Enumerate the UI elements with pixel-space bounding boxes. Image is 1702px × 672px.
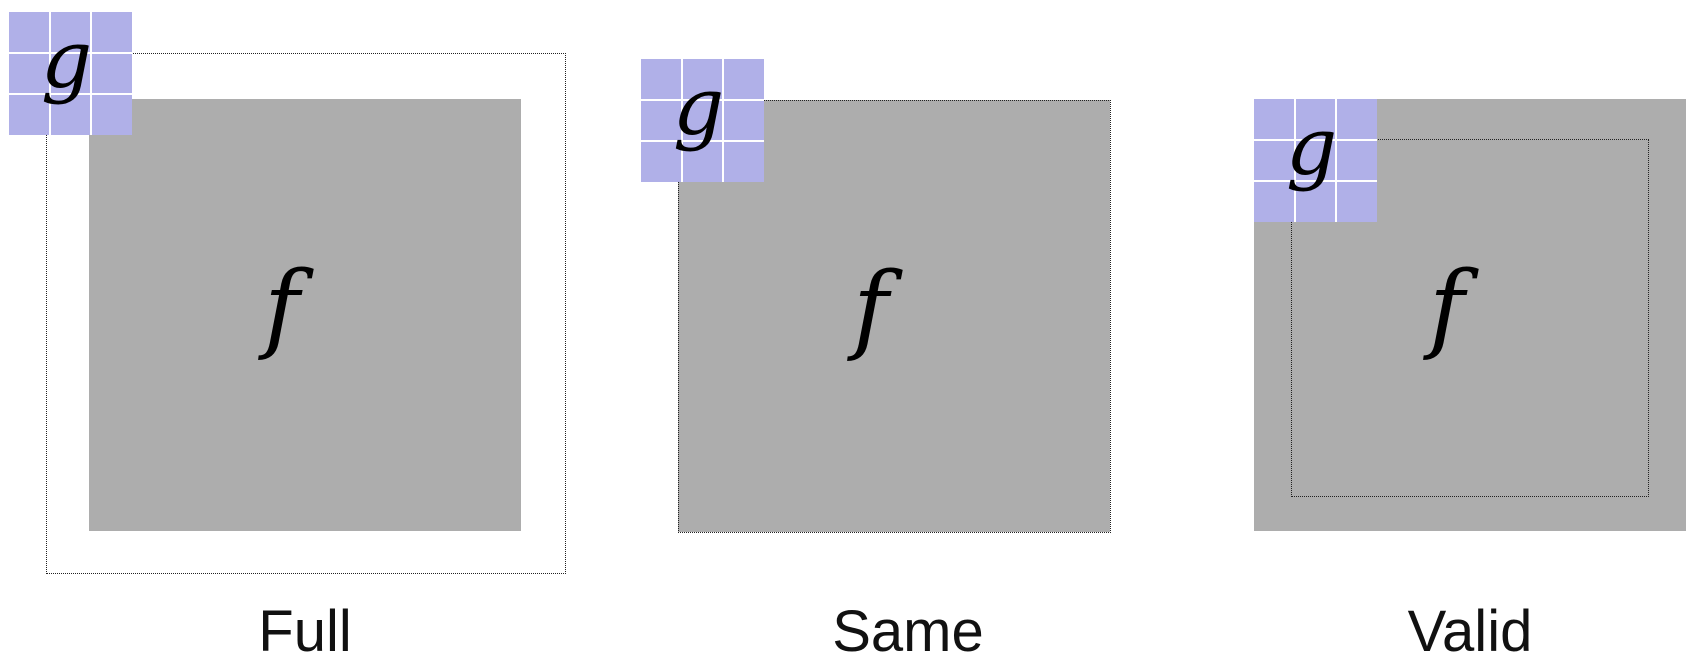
kernel-g-same: g — [641, 59, 764, 182]
kernel-cell — [92, 12, 132, 52]
f-label: f — [853, 252, 889, 364]
caption-same: Same — [832, 599, 984, 664]
kernel-cell — [50, 53, 91, 94]
kernel-cell — [9, 95, 49, 135]
kernel-g-full: g — [9, 12, 132, 135]
kernel-cell — [682, 142, 723, 182]
kernel-cell — [724, 142, 764, 182]
f-label: f — [1429, 251, 1465, 363]
kernel-cell — [682, 100, 723, 141]
image-f-full: f — [89, 99, 521, 531]
caption-valid: Valid — [1407, 599, 1533, 664]
kernel-cell — [1295, 99, 1336, 139]
kernel-cell — [641, 142, 681, 182]
kernel-cell — [1254, 99, 1294, 139]
g-label: g — [41, 13, 93, 106]
kernel-cell — [1337, 140, 1377, 181]
kernel-cell — [92, 95, 132, 135]
kernel-cell — [641, 100, 681, 141]
kernel-cell — [682, 59, 723, 99]
kernel-cell — [724, 100, 764, 141]
kernel-cell — [9, 12, 49, 52]
kernel-g-valid: g — [1254, 99, 1377, 222]
kernel-cell — [641, 59, 681, 99]
kernel-cell — [724, 59, 764, 99]
g-label: g — [1286, 100, 1338, 193]
kernel-cell — [92, 53, 132, 94]
g-label: g — [673, 60, 725, 153]
kernel-cell — [1295, 140, 1336, 181]
kernel-cell — [50, 12, 91, 52]
kernel-cell — [1254, 182, 1294, 222]
kernel-cell — [1337, 182, 1377, 222]
kernel-cell — [1295, 182, 1336, 222]
kernel-cell — [9, 53, 49, 94]
kernel-cell — [1337, 99, 1377, 139]
kernel-cell — [1254, 140, 1294, 181]
caption-full: Full — [258, 599, 352, 664]
kernel-cell — [50, 95, 91, 135]
f-label: f — [264, 251, 300, 363]
